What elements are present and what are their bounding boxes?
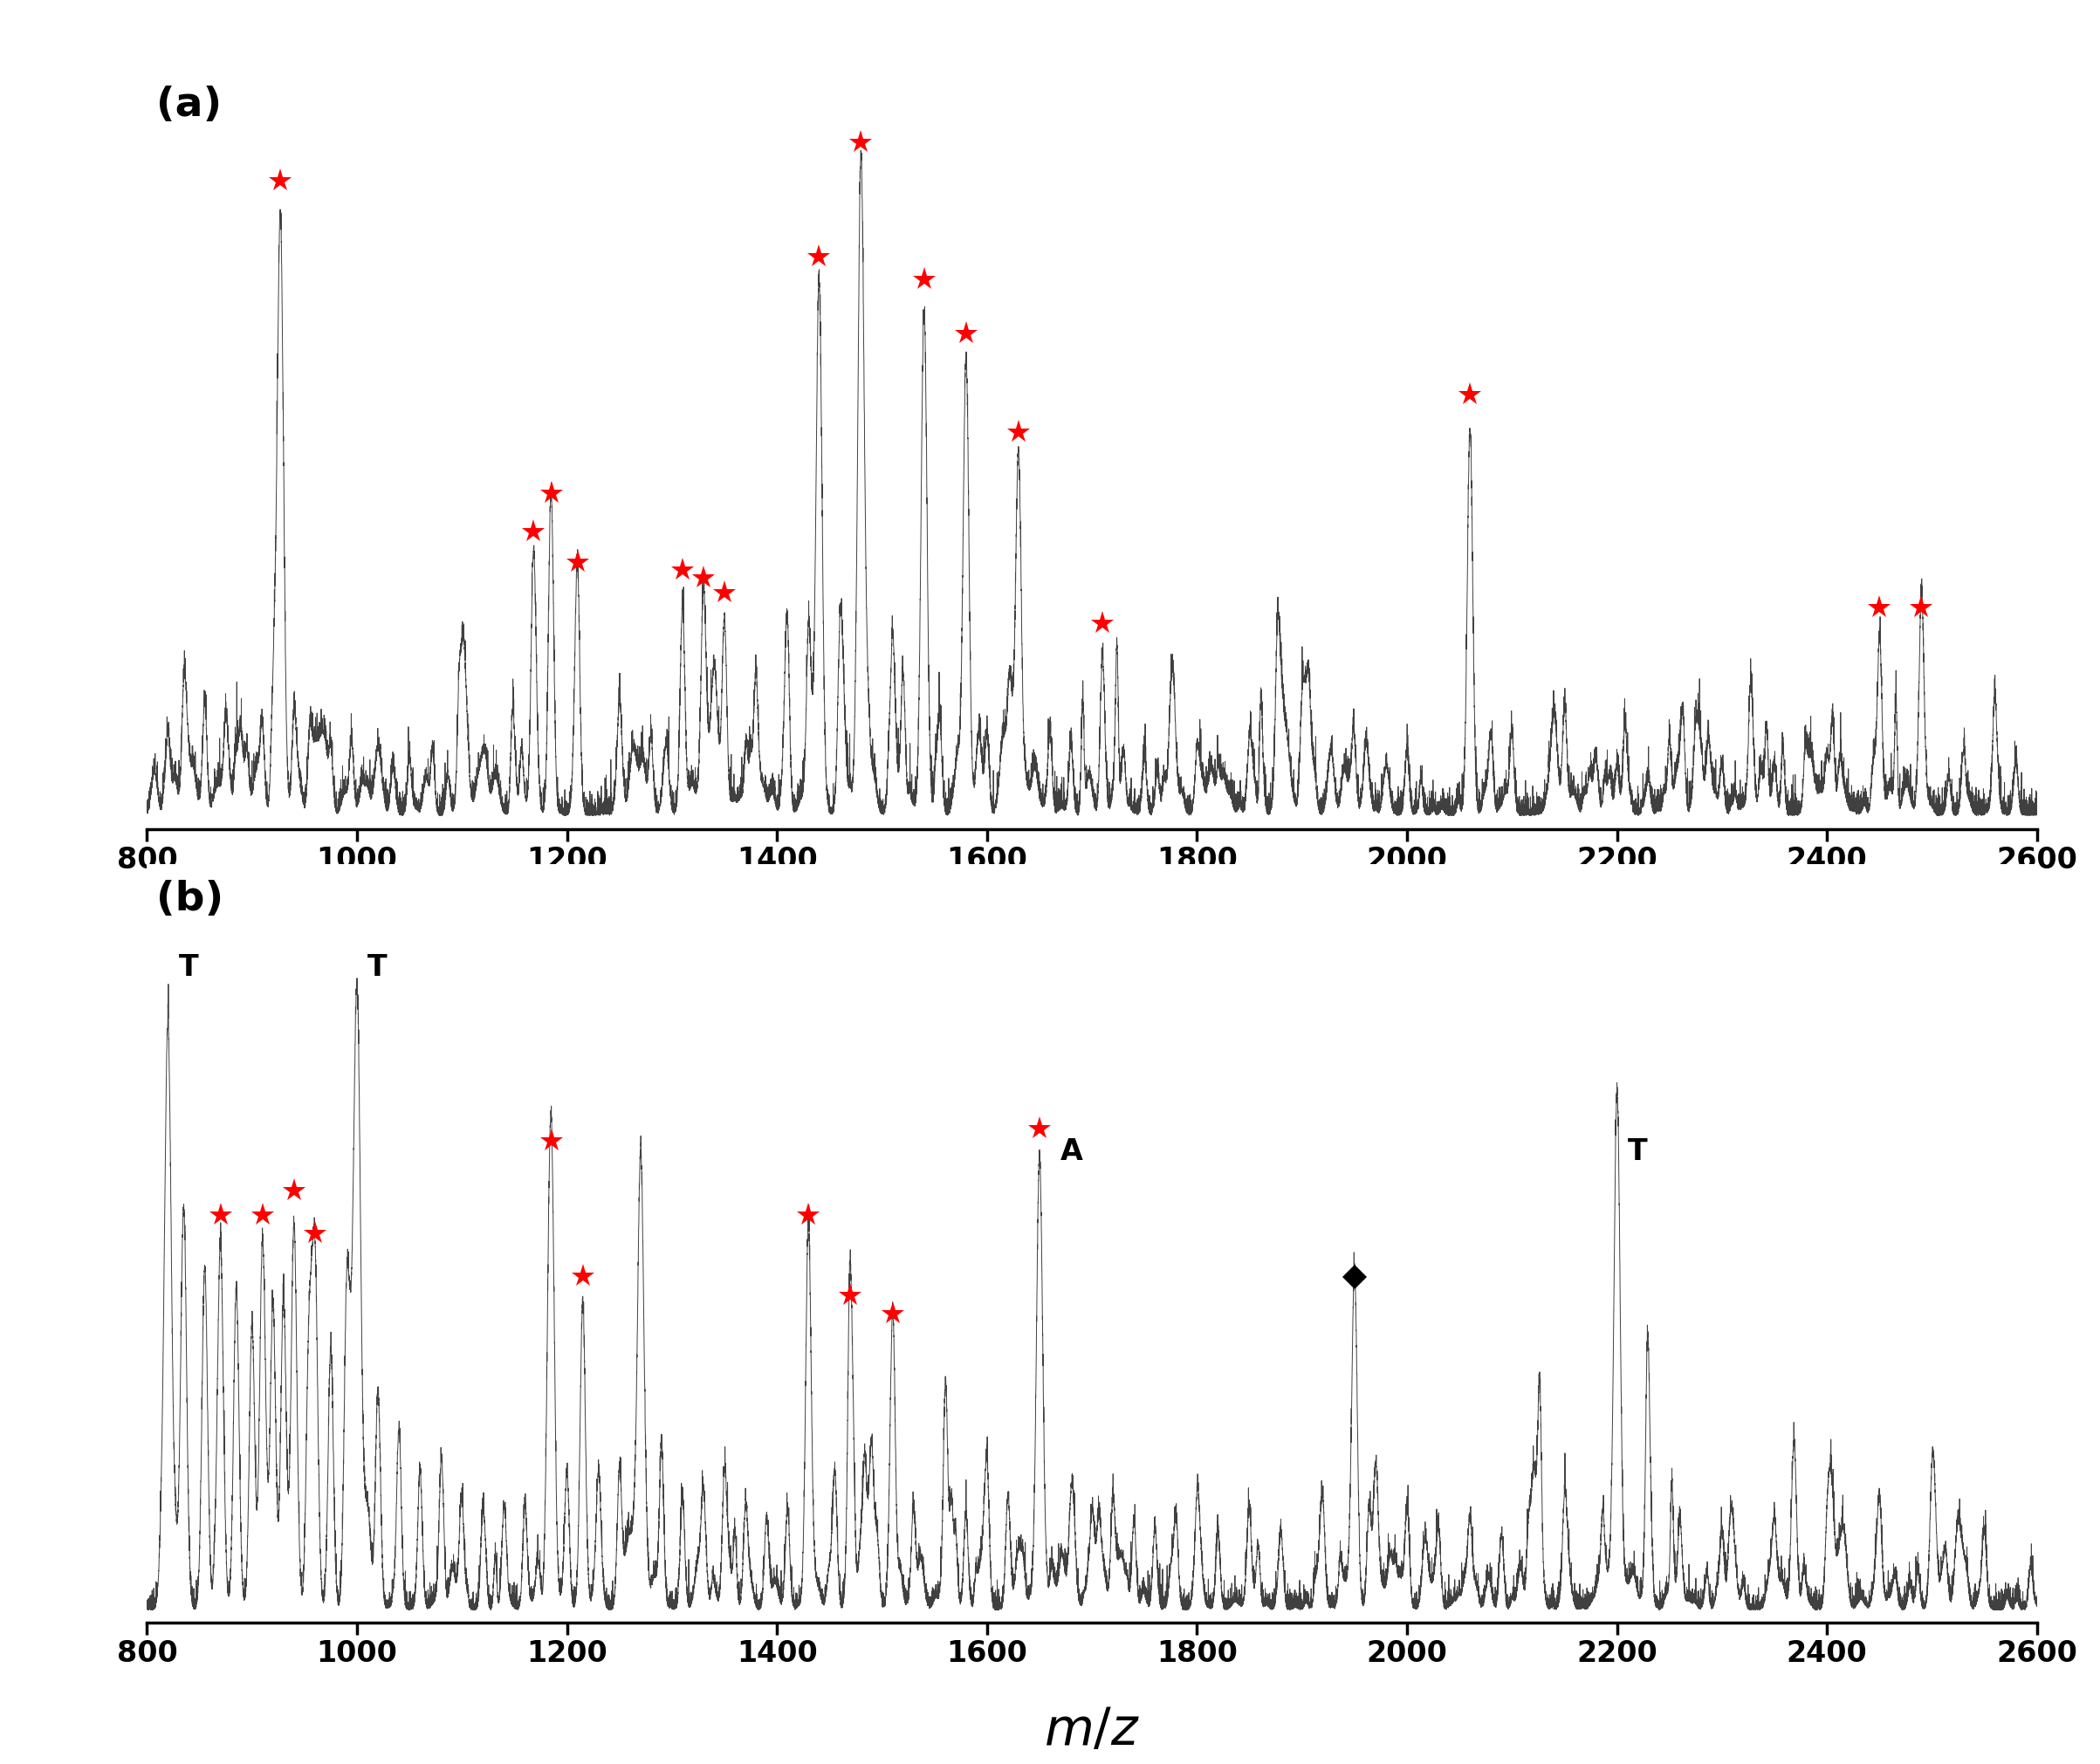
Text: T: T: [368, 953, 386, 983]
Text: T: T: [179, 953, 197, 983]
Text: $\mathit{m/z}$: $\mathit{m/z}$: [1044, 1706, 1140, 1755]
Text: T: T: [1628, 1138, 1646, 1166]
Text: (b): (b): [158, 880, 225, 919]
Text: A: A: [1060, 1138, 1084, 1166]
Text: (a): (a): [158, 86, 223, 125]
